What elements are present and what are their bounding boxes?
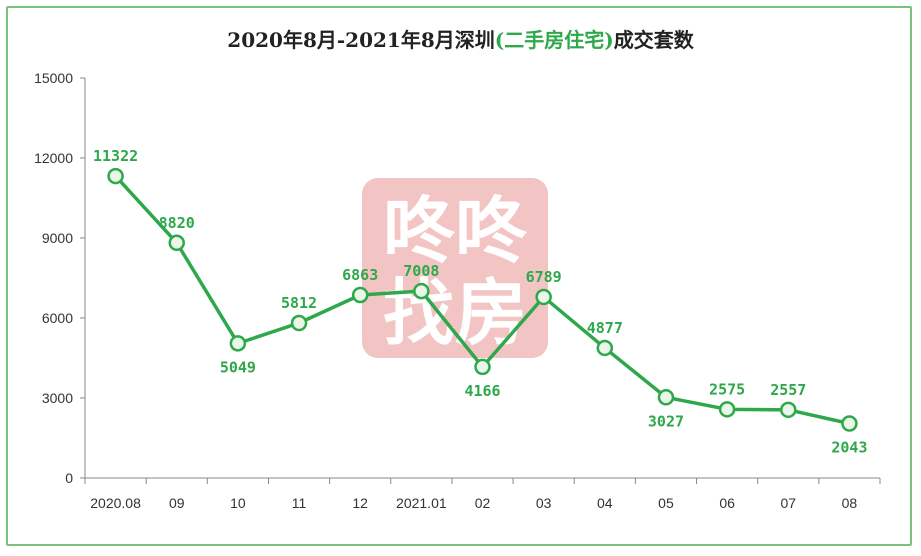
data-point xyxy=(780,401,797,419)
data-label: 3027 xyxy=(648,412,684,430)
data-label: 2575 xyxy=(709,380,745,398)
data-point xyxy=(657,389,675,406)
x-tick-label: 03 xyxy=(536,495,552,511)
x-tick-label: 06 xyxy=(719,495,735,511)
x-tick-label: 05 xyxy=(658,495,674,511)
data-label: 6789 xyxy=(526,268,562,286)
title-part-main: 2020年8月-2021年8月深圳 xyxy=(227,28,495,52)
data-point xyxy=(351,286,369,304)
x-tick-label: 07 xyxy=(780,495,796,511)
series-layer: 11322 8820 5049 5812 6863 7008 4166 6789 4877 302… xyxy=(93,147,867,456)
data-point xyxy=(229,335,247,352)
y-tick-label: 9000 xyxy=(42,230,73,246)
x-tick-label: 02 xyxy=(475,495,491,511)
x-tick-label: 09 xyxy=(169,495,185,511)
data-label: 2043 xyxy=(831,439,867,457)
data-label: 8820 xyxy=(159,214,195,232)
data-point xyxy=(168,234,185,252)
data-label: 6863 xyxy=(342,266,378,284)
data-label: 7008 xyxy=(403,262,439,280)
y-tick-label: 0 xyxy=(65,470,73,486)
title-part-accent: (二手房住宅) xyxy=(494,28,614,52)
y-tick-label: 12000 xyxy=(34,150,73,166)
data-point xyxy=(841,415,858,432)
y-tick-label: 15000 xyxy=(34,70,73,86)
y-tick-label: 6000 xyxy=(42,310,73,326)
data-point xyxy=(596,339,614,357)
data-label: 2557 xyxy=(770,381,806,399)
data-label: 4877 xyxy=(587,319,623,337)
x-tick-label: 08 xyxy=(842,495,858,511)
data-point xyxy=(290,314,308,332)
y-tick-label: 3000 xyxy=(42,390,73,406)
data-point xyxy=(107,167,124,185)
title-part-tail: 成交套数 xyxy=(613,28,694,52)
x-tick-label: 04 xyxy=(597,495,613,511)
x-tick-label: 2020.08 xyxy=(90,495,141,511)
data-point xyxy=(474,358,491,376)
data-label: 11322 xyxy=(93,147,138,165)
data-point xyxy=(718,401,736,418)
x-tick-label: 2021.01 xyxy=(396,495,447,511)
x-tick-label: 12 xyxy=(352,495,368,511)
data-point xyxy=(535,288,552,306)
chart-title: 2020年8月-2021年8月深圳(二手房住宅)成交套数 xyxy=(0,24,921,53)
chart-axes: 0 3000 6000 9000 12000 15000 2020.08 09 10 11 12 20… xyxy=(34,70,881,511)
data-label: 4166 xyxy=(464,382,500,400)
watermark-box xyxy=(362,178,548,358)
x-tick-label: 11 xyxy=(292,495,307,511)
data-point xyxy=(413,282,430,300)
data-label: 5049 xyxy=(220,358,256,376)
x-tick-label: 10 xyxy=(230,495,246,511)
watermark-line1: 咚咚 xyxy=(383,189,528,273)
data-label: 5812 xyxy=(281,294,317,312)
